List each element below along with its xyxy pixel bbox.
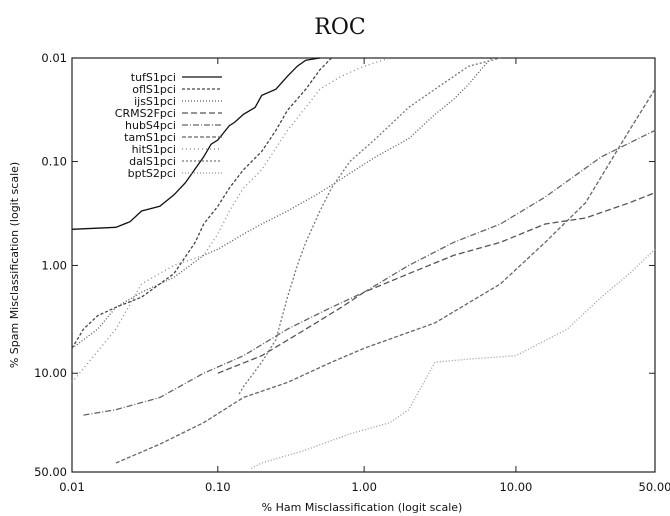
series-line-tufS1pci xyxy=(71,57,321,230)
series-line-ijsS1pci xyxy=(71,57,492,349)
y-tick-label: 0.01 xyxy=(41,51,67,65)
series-line-oflS1pci xyxy=(71,57,332,349)
x-axis-ticks: 0.01 0.10 1.00 10.00 50.00 xyxy=(59,58,670,494)
legend: tufS1pcioflS1pciijsS1pciCRMS2FpcihubS4pc… xyxy=(115,71,222,180)
y-tick-label: 0.10 xyxy=(41,155,67,169)
legend-label: hubS4pci xyxy=(125,119,176,132)
y-tick-label: 10.00 xyxy=(34,366,67,380)
legend-label: hitS1pci xyxy=(132,143,176,156)
legend-label: CRMS2Fpci xyxy=(115,107,176,120)
y-axis-ticks: 0.01 0.10 1.00 10.00 50.00 xyxy=(34,51,655,479)
series-lines xyxy=(71,57,656,469)
series-line-hitS1pci xyxy=(71,57,391,383)
y-axis-label: % Spam Misclassification (logit scale) xyxy=(8,162,21,368)
legend-label: dalS1pci xyxy=(129,155,176,168)
x-axis-label: % Ham Misclassification (logit scale) xyxy=(262,501,463,514)
legend-label: tufS1pci xyxy=(131,71,176,84)
legend-label: tamS1pci xyxy=(124,131,176,144)
x-tick-label: 10.00 xyxy=(499,480,532,494)
x-tick-label: 50.00 xyxy=(639,480,670,494)
series-line-bptS2pci xyxy=(251,248,656,469)
y-tick-label: 50.00 xyxy=(34,465,67,479)
x-tick-label: 1.00 xyxy=(351,480,377,494)
series-line-CRMS2Fpci xyxy=(217,192,656,374)
x-tick-label: 0.10 xyxy=(205,480,231,494)
chart-title: ROC xyxy=(314,15,365,40)
x-tick-label: 0.01 xyxy=(59,480,85,494)
series-line-dalS1pci xyxy=(238,57,501,395)
legend-label: ijsS1pci xyxy=(134,95,176,108)
series-line-tamS1pci xyxy=(115,88,656,464)
series-line-hubS4pci xyxy=(83,129,656,416)
legend-label: oflS1pci xyxy=(132,83,176,96)
y-tick-label: 1.00 xyxy=(41,258,67,272)
legend-label: bptS2pci xyxy=(128,167,176,180)
